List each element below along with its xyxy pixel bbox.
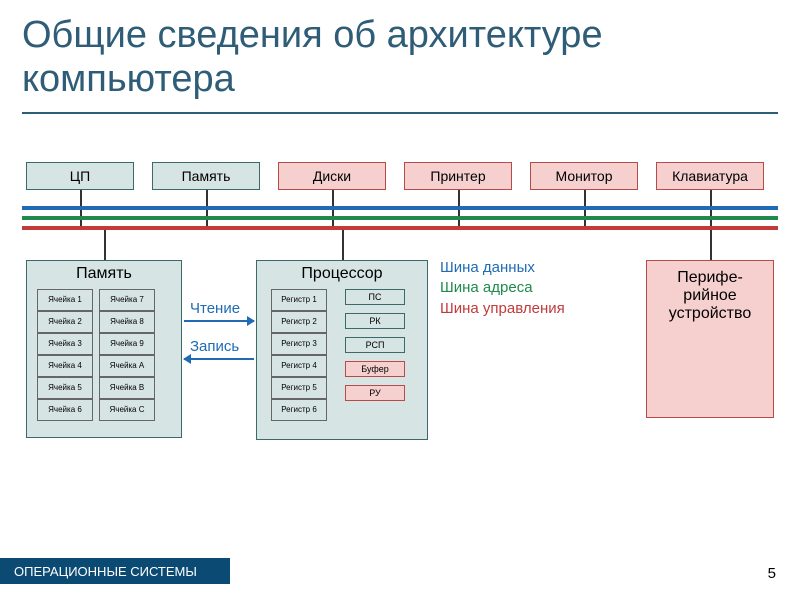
top-stem-1 (206, 190, 208, 230)
register-cell: Регистр 6 (271, 399, 327, 421)
bus-line-0 (22, 206, 778, 210)
memory-cell: Ячейка 2 (37, 311, 93, 333)
peripheral-stem (710, 230, 712, 260)
chip: ПС (345, 289, 405, 305)
memory-panel: Память Ячейка 1Ячейка 2Ячейка 3Ячейка 4Я… (26, 260, 182, 438)
top-box-4: Монитор (530, 162, 638, 190)
write-label: Запись (190, 338, 239, 355)
memory-panel-title: Память (27, 261, 181, 289)
register-cell: Регистр 3 (271, 333, 327, 355)
memory-cell: Ячейка 3 (37, 333, 93, 355)
memory-cell: Ячейка 9 (99, 333, 155, 355)
top-stem-5 (710, 190, 712, 230)
memory-cell: Ячейка 7 (99, 289, 155, 311)
legend-item: Шина данных (440, 258, 565, 278)
register-cell: Регистр 1 (271, 289, 327, 311)
top-box-3: Принтер (404, 162, 512, 190)
processor-panel-title: Процессор (257, 261, 427, 289)
memory-cell: Ячейка C (99, 399, 155, 421)
top-stem-0 (80, 190, 82, 230)
peripheral-panel-title: Перифе- рийное устройство (647, 261, 773, 329)
legend-item: Шина управления (440, 299, 565, 319)
processor-stem (342, 230, 344, 260)
chip: РСП (345, 337, 405, 353)
top-stem-3 (458, 190, 460, 230)
top-stem-4 (584, 190, 586, 230)
memory-cell: Ячейка A (99, 355, 155, 377)
processor-panel: Процессор Регистр 1Регистр 2Регистр 3Рег… (256, 260, 428, 440)
footer-bar: ОПЕРАЦИОННЫЕ СИСТЕМЫ (0, 558, 230, 584)
top-box-0: ЦП (26, 162, 134, 190)
memory-stem (104, 230, 106, 260)
memory-cell: Ячейка 8 (99, 311, 155, 333)
peripheral-panel: Перифе- рийное устройство (646, 260, 774, 418)
read-label: Чтение (190, 300, 240, 317)
memory-cell: Ячейка 5 (37, 377, 93, 399)
memory-cell: Ячейка 6 (37, 399, 93, 421)
page-number: 5 (768, 565, 776, 582)
memory-cell: Ячейка 1 (37, 289, 93, 311)
top-box-2: Диски (278, 162, 386, 190)
chip: РУ (345, 385, 405, 401)
register-cell: Регистр 2 (271, 311, 327, 333)
memory-cell: Ячейка B (99, 377, 155, 399)
memory-cell: Ячейка 4 (37, 355, 93, 377)
chip: Буфер (345, 361, 405, 377)
page-title: Общие сведения об архитектуре компьютера (22, 14, 800, 101)
read-arrow (184, 320, 254, 322)
top-stem-2 (332, 190, 334, 230)
chip: РК (345, 313, 405, 329)
write-arrow (184, 358, 254, 360)
register-cell: Регистр 4 (271, 355, 327, 377)
top-box-5: Клавиатура (656, 162, 764, 190)
bus-line-2 (22, 226, 778, 230)
bus-line-1 (22, 216, 778, 220)
title-rule (22, 112, 778, 114)
legend-item: Шина адреса (440, 278, 565, 298)
top-box-1: Память (152, 162, 260, 190)
register-cell: Регистр 5 (271, 377, 327, 399)
bus-legend: Шина данныхШина адресаШина управления (440, 258, 565, 319)
